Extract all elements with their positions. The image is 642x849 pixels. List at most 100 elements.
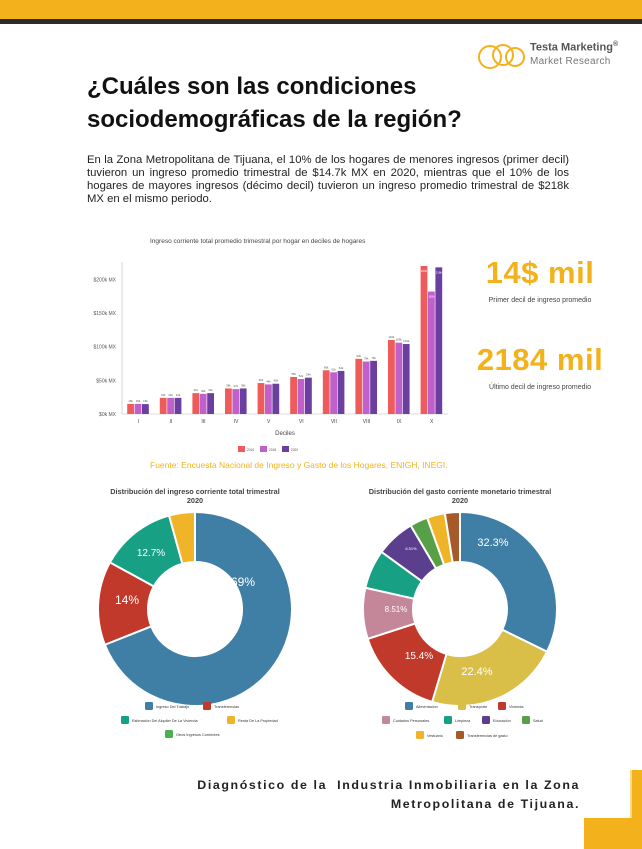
legend-label: 2018 — [269, 448, 276, 452]
slice-data-label: 32.3% — [477, 537, 508, 549]
bar-data-label: 65k — [324, 365, 329, 369]
y-tick-label: $100k MX — [93, 345, 116, 351]
bar-2018-VII — [330, 372, 337, 414]
bar-data-label: 30k — [201, 389, 206, 393]
bar-data-label: 31k — [208, 388, 213, 392]
bar-data-label: 54k — [306, 373, 311, 377]
bar-data-label: 24k — [176, 393, 181, 397]
health-icon — [522, 716, 530, 724]
legend-swatch-2020 — [282, 446, 289, 452]
broom-icon — [444, 716, 452, 724]
slice-data-label: 8.51% — [385, 605, 408, 614]
source-note: Fuente: Encuesta Nacional de Ingreso y G… — [150, 460, 448, 470]
legend-label: Educación — [493, 719, 511, 723]
donut-title-line: 2020 — [187, 496, 203, 505]
legend-item: Ingreso Del Trabajo — [145, 702, 189, 710]
bar-data-label: 106k — [396, 338, 403, 342]
stat-value: 14$ mil — [485, 255, 595, 290]
y-tick-label: $150k MX — [93, 311, 116, 317]
briefcase-icon — [145, 702, 153, 710]
bar-2020-VI — [305, 377, 312, 414]
bar-data-label: 220k — [421, 269, 428, 273]
slice-data-label: 6.51% — [405, 546, 417, 551]
legend-label: Transferencias — [214, 705, 239, 709]
legend-item: Otros Ingresos Corrientes — [165, 730, 220, 738]
bar-data-label: 44k — [266, 379, 271, 383]
bar-2018-IV — [232, 389, 240, 414]
bar-data-label: 182k — [428, 295, 435, 299]
donut-title-line: 2020 — [452, 496, 468, 505]
spending-distribution-donut: Distribución del gasto corriente monetar… — [362, 487, 558, 739]
footer-line-2: Metropolitana de Tijuana. — [390, 797, 580, 811]
x-tick-label: II — [170, 419, 173, 425]
house-icon — [121, 716, 129, 724]
bar-2016-III — [192, 393, 200, 414]
bar-2016-V — [257, 383, 265, 414]
bar-2018-II — [167, 397, 174, 414]
x-tick-label: VI — [299, 419, 304, 425]
chart-title: Ingreso corriente total promedio trimest… — [150, 238, 366, 245]
bar-data-label: 31k — [194, 388, 199, 392]
income-deciles-bar-chart: Ingreso corriente total promedio trimest… — [93, 238, 448, 452]
bar-2016-VII — [322, 370, 330, 414]
bar-data-label: 15k — [136, 399, 141, 403]
legend-label: Vivienda — [509, 705, 524, 709]
legend-label: Transferencias de gasto — [467, 734, 508, 738]
legend-item: Vestuario — [416, 731, 443, 739]
bar-data-label: 62k — [331, 367, 336, 371]
slice-data-label: 12.7% — [137, 548, 165, 559]
stat-last-decile: 2184 mil Último decil de ingreso promedi… — [460, 342, 620, 391]
bar-2020-III — [207, 393, 214, 414]
bar-2020-IX — [402, 344, 410, 414]
bar-data-label: 52k — [299, 374, 304, 378]
legend-label: Alimentación — [416, 705, 438, 709]
x-tick-label: VII — [331, 419, 337, 425]
legend-item: Salud — [522, 716, 543, 724]
y-tick-label: $0k MX — [99, 412, 117, 418]
donut-title-line: Distribución del ingreso corriente total… — [110, 487, 280, 496]
x-tick-label: VIII — [363, 419, 371, 425]
slice-data-label: 22.4% — [461, 666, 492, 678]
stat-label: Último decil de ingreso promedio — [489, 384, 591, 391]
bar-data-label: 110k — [388, 335, 394, 339]
legend-item: Transferencias de gasto — [456, 731, 508, 739]
legend-label: Estimación Del Alquiler De La Vivienda — [132, 719, 198, 723]
brand-logo: Testa Marketing® Market Research — [476, 40, 636, 74]
intro-paragraph: En la Zona Metropolitana de Tijuana, el … — [87, 154, 569, 205]
bar-data-label: 218k — [436, 270, 443, 274]
bar-2020-I — [142, 404, 149, 414]
legend-item: Alimentación — [405, 702, 438, 710]
food-icon — [405, 702, 413, 710]
bar-2016-VI — [290, 377, 297, 414]
legend-label: Limpieza — [455, 719, 471, 723]
bar-data-label: 38k — [241, 383, 246, 387]
legend-item: Transporte — [458, 702, 487, 710]
top-dark-stripe — [0, 19, 642, 24]
legend-swatch-2016 — [238, 446, 245, 452]
stat-value: 2184 mil — [476, 342, 604, 377]
bar-2018-VIII — [362, 361, 370, 414]
donut-slice-0 — [103, 510, 293, 707]
corner-accent-block — [584, 818, 642, 849]
bar-2018-I — [134, 403, 142, 414]
bar-2018-III — [199, 393, 207, 414]
legend-item: Renta De La Propiedad — [227, 716, 278, 724]
x-tick-label: IX — [397, 419, 402, 425]
bar-2018-VI — [297, 379, 305, 414]
x-tick-label: V — [267, 419, 271, 425]
bar-2020-IV — [239, 388, 247, 414]
shirt-icon — [416, 731, 424, 739]
bar-data-label: 104k — [403, 339, 410, 343]
legend-label: 2020 — [291, 448, 298, 452]
x-tick-label: X — [430, 419, 434, 425]
legend-label: 2016 — [247, 448, 254, 452]
legend-label: Vestuario — [427, 734, 443, 738]
bar-data-label: 82k — [357, 354, 362, 358]
coins-icon — [165, 730, 173, 738]
bar-data-label: 38k — [226, 383, 231, 387]
bar-data-label: 24k — [168, 393, 173, 397]
footer-title: Diagnóstico de la Industria Inmobiliaria… — [197, 776, 580, 814]
home-icon — [498, 702, 506, 710]
legend-item: Cuidados Personales — [382, 716, 429, 724]
slice-data-label: 14% — [115, 593, 139, 607]
